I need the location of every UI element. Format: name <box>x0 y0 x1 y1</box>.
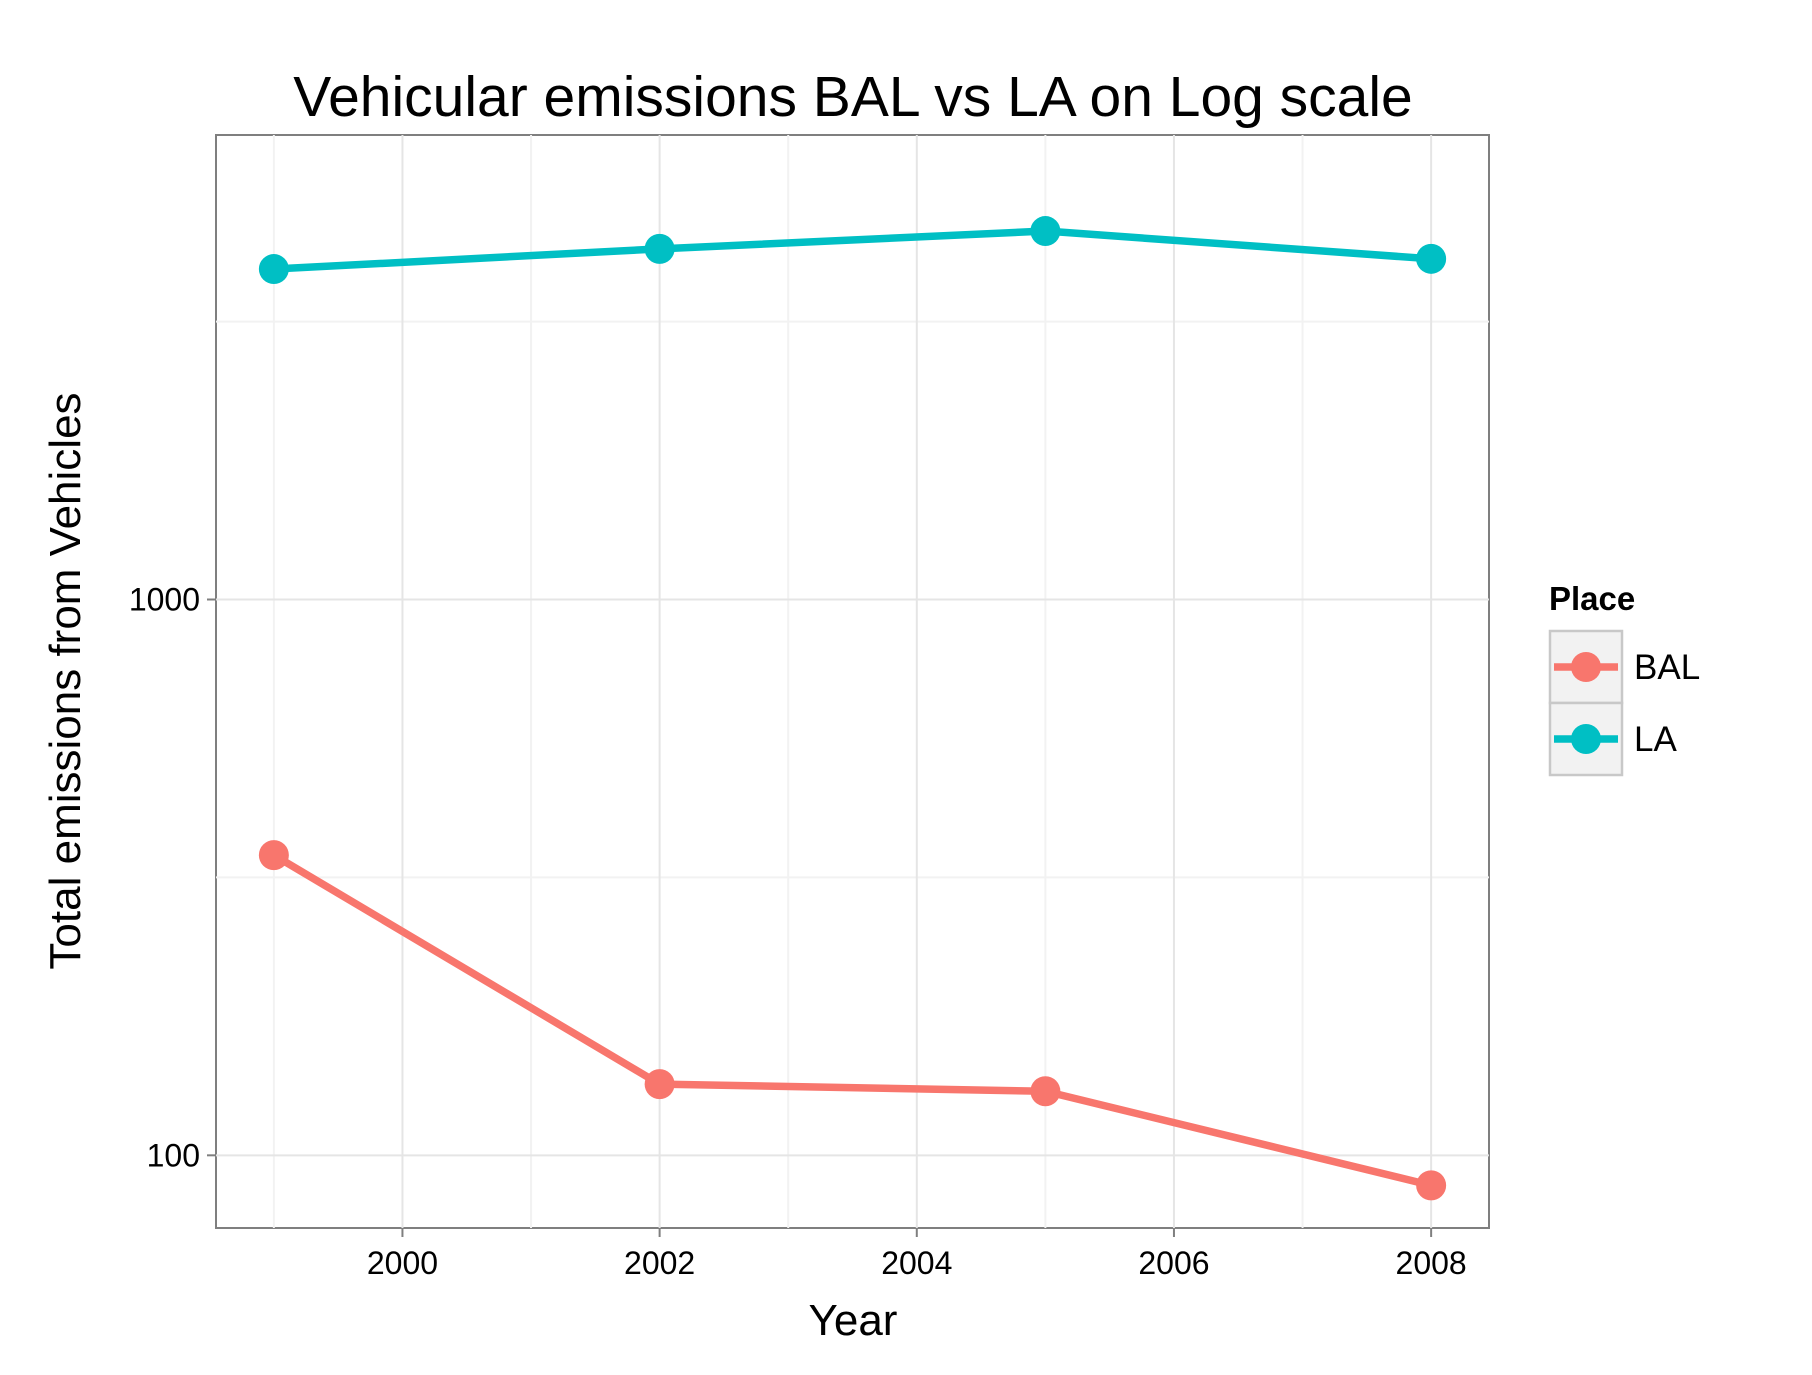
data-point-bal <box>1416 1170 1447 1201</box>
x-tick-label: 2006 <box>1138 1245 1209 1281</box>
x-tick-label: 2008 <box>1396 1245 1467 1281</box>
data-point-la <box>258 254 289 285</box>
legend-label-bal: BAL <box>1634 648 1700 687</box>
x-tick-label: 2000 <box>367 1245 438 1281</box>
data-point-la <box>1416 243 1447 274</box>
legend-point-bal <box>1571 652 1601 682</box>
y-tick-label: 1000 <box>129 581 200 617</box>
series-line-bal <box>271 851 1433 1189</box>
data-point-bal <box>1030 1076 1061 1107</box>
data-point-la <box>644 233 675 264</box>
grid-minor <box>216 135 1489 1228</box>
data-point-bal <box>258 840 289 871</box>
y-axis-title: Total emissions from Vehicles <box>41 392 90 969</box>
data-point-bal <box>644 1069 675 1100</box>
axis-ticks: 2000 2002 2004 2006 2008 100 1000 <box>129 581 1467 1281</box>
x-tick-label: 2002 <box>624 1245 695 1281</box>
legend: Place BAL LA <box>1548 580 1700 777</box>
y-tick-label: 100 <box>147 1137 200 1173</box>
chart-title: Vehicular emissions BAL vs LA on Log sca… <box>293 65 1413 129</box>
grid-major <box>216 135 1489 1228</box>
legend-point-la <box>1571 724 1601 754</box>
x-tick-label: 2004 <box>881 1245 952 1281</box>
legend-label-la: LA <box>1634 720 1677 759</box>
data-point-la <box>1030 216 1061 247</box>
x-axis-title: Year <box>809 1296 898 1345</box>
plot-panel <box>215 134 1490 1229</box>
series-line-la <box>273 227 1432 273</box>
legend-title: Place <box>1549 580 1635 617</box>
series-layer <box>258 216 1447 1201</box>
